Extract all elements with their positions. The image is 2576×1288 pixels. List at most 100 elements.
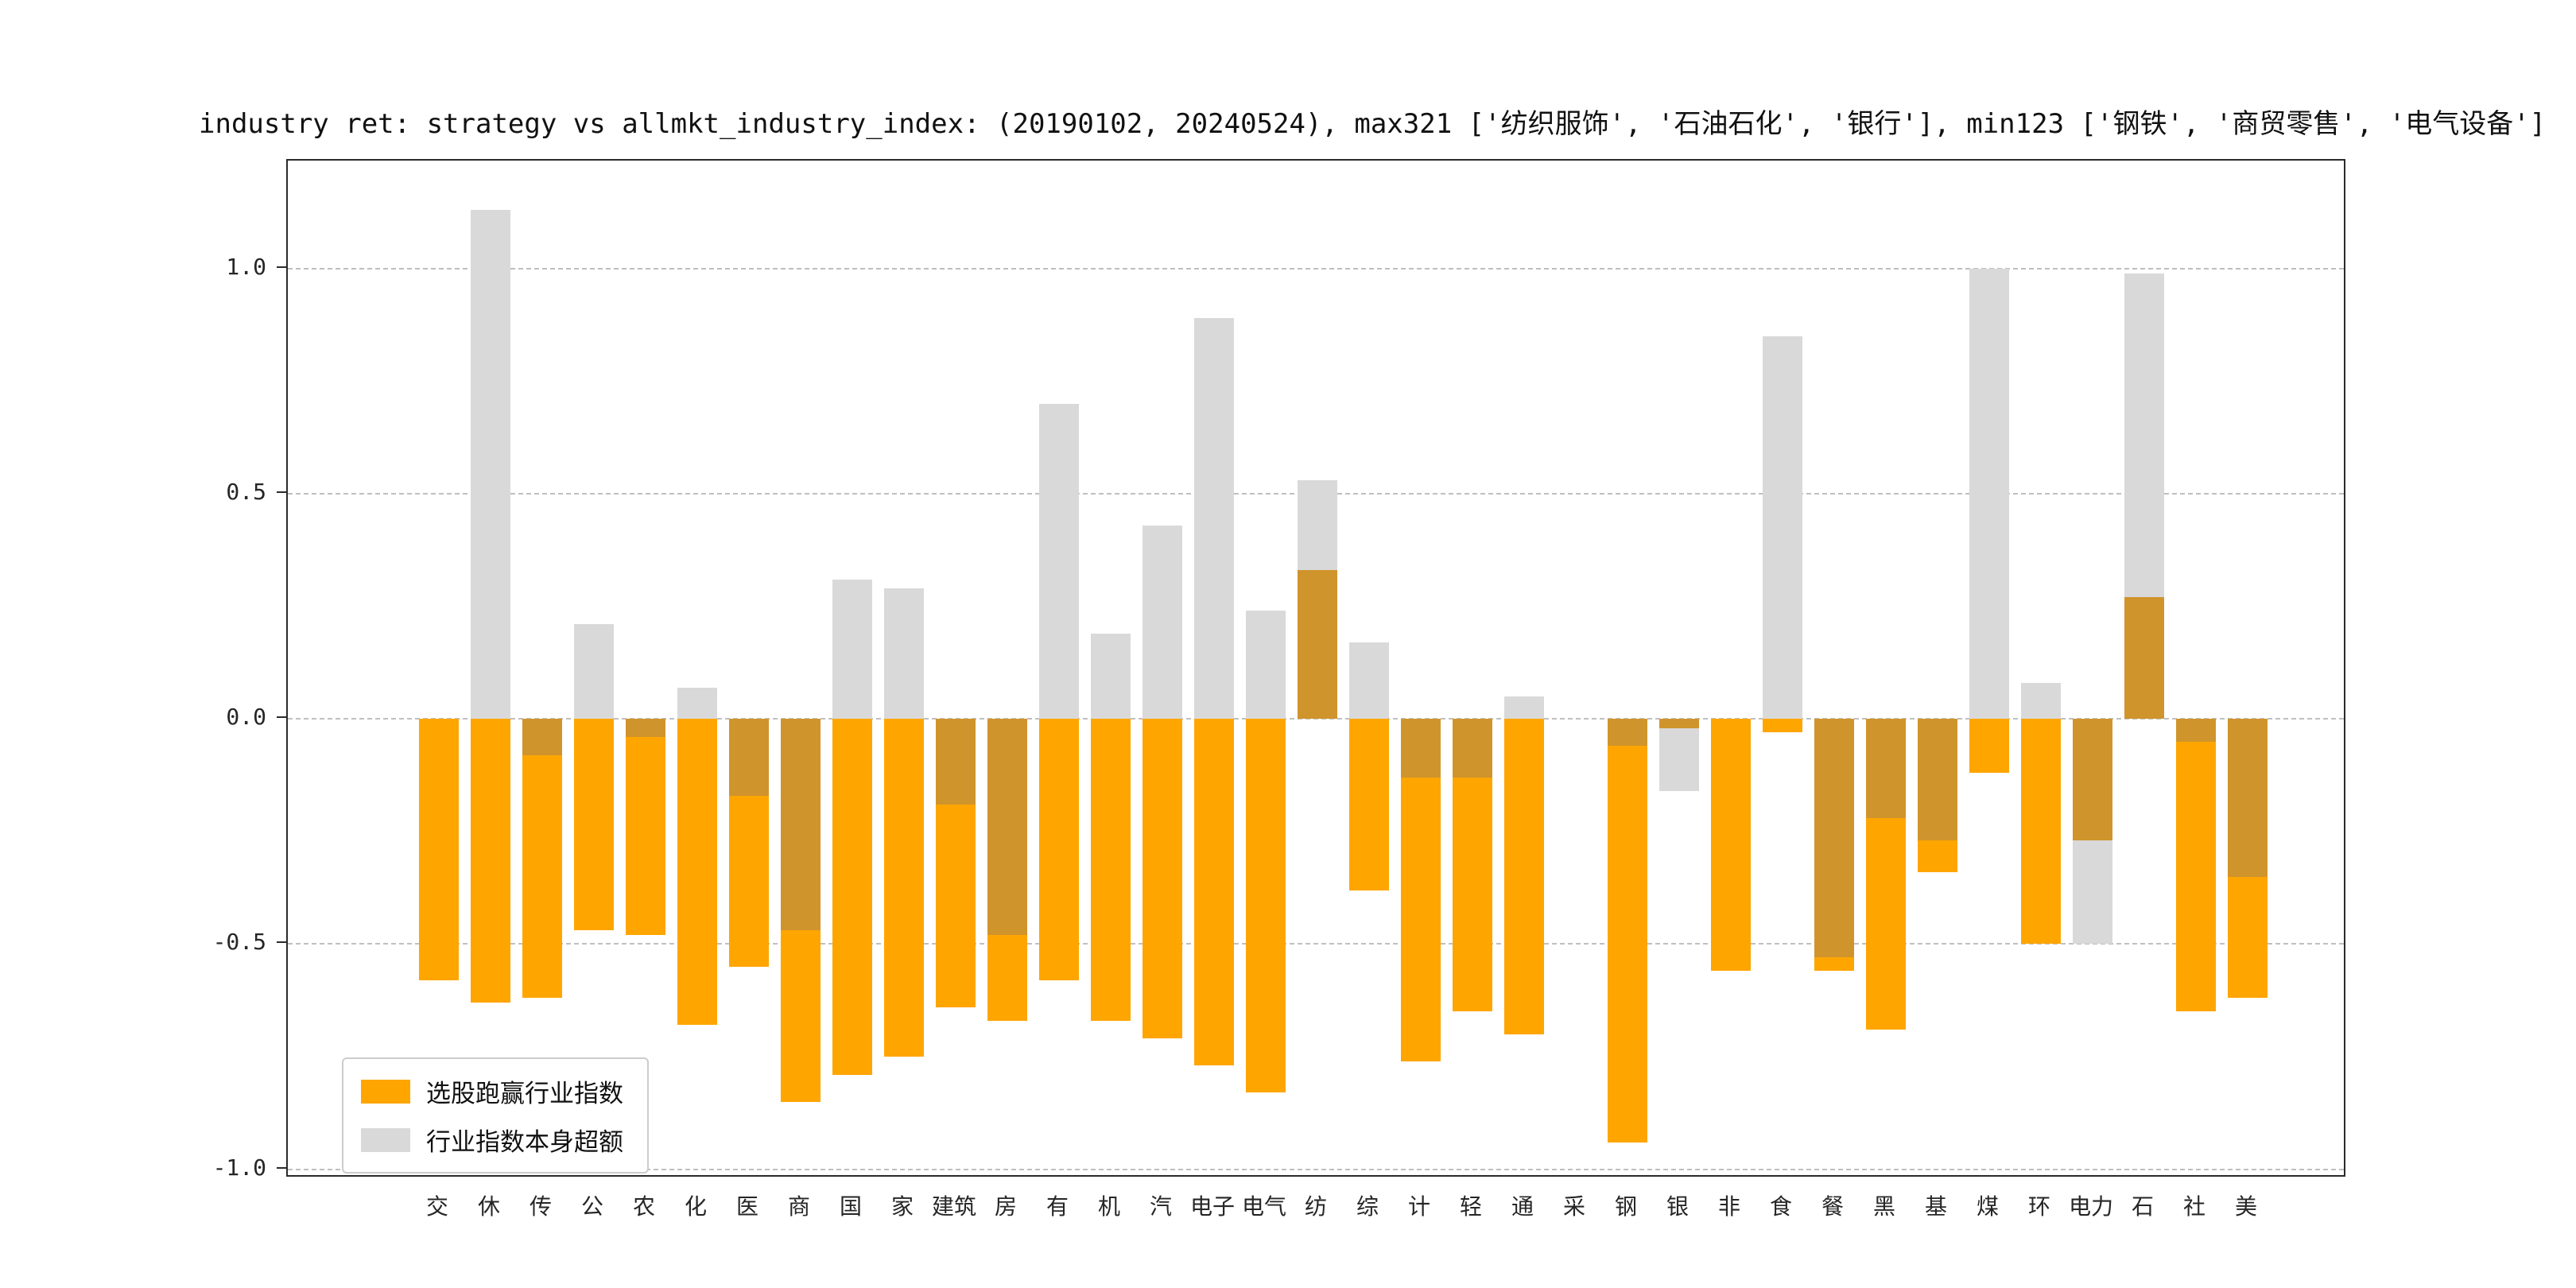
x-tick-label-商: 商 [787, 1193, 811, 1220]
y-tick-label: 0.5 [226, 479, 266, 506]
bar-index-机 [1091, 633, 1131, 720]
gridline-y-0 [288, 718, 2344, 720]
x-tick-label-银: 银 [1666, 1193, 1690, 1220]
y-tick-label: 1.0 [226, 253, 266, 280]
bar-overlap-建筑 [936, 719, 976, 805]
x-tick-label-交: 交 [425, 1193, 449, 1220]
x-tick-label-机: 机 [1097, 1193, 1121, 1220]
x-tick-label-医: 医 [735, 1193, 759, 1220]
x-tick-label-电子: 电子 [1189, 1193, 1236, 1220]
bar-strategy-钢 [1608, 746, 1647, 1143]
bar-index-电力 [2073, 840, 2112, 945]
chart-title: industry ret: strategy vs allmkt_industr… [199, 108, 2547, 140]
x-tick-label-煤: 煤 [1976, 1193, 2000, 1220]
bar-overlap-美 [2228, 719, 2268, 877]
bar-overlap-黑 [1866, 719, 1906, 818]
x-tick-label-汽: 汽 [1149, 1193, 1173, 1220]
bar-index-化 [677, 687, 717, 720]
bar-index-家 [884, 588, 924, 720]
bar-overlap-房 [987, 719, 1027, 936]
bar-strategy-煤 [1969, 719, 2009, 774]
bar-strategy-房 [987, 935, 1027, 1021]
x-tick-label-采: 采 [1562, 1193, 1586, 1220]
y-tick-label: 0.0 [226, 704, 266, 731]
bar-strategy-社 [2176, 741, 2216, 1012]
x-tick-label-餐: 餐 [1821, 1193, 1845, 1220]
bar-overlap-银 [1659, 719, 1699, 728]
legend-swatch-gray [361, 1127, 410, 1152]
bar-index-汽 [1143, 525, 1182, 720]
x-tick-label-石: 石 [2131, 1193, 2155, 1220]
x-tick-label-社: 社 [2182, 1193, 2206, 1220]
bar-overlap-轻 [1453, 719, 1492, 778]
bar-overlap-传 [522, 719, 562, 755]
gridline-y--0.5 [288, 943, 2344, 945]
bar-index-通 [1504, 696, 1544, 720]
y-tick-mark [277, 1166, 286, 1169]
bar-index-有 [1039, 403, 1079, 720]
x-tick-label-国: 国 [839, 1193, 863, 1220]
x-tick-label-计: 计 [1407, 1193, 1431, 1220]
bar-overlap-商 [781, 719, 821, 931]
y-tick-label: -0.5 [212, 929, 266, 956]
legend: 选股跑赢行业指数 行业指数本身超额 [342, 1057, 649, 1174]
y-tick-mark [277, 491, 286, 494]
bar-index-电子 [1194, 318, 1234, 720]
bar-index-国 [832, 579, 872, 720]
gridline-y-1 [288, 267, 2344, 270]
bar-overlap-医 [729, 719, 769, 796]
x-tick-label-化: 化 [684, 1193, 708, 1220]
x-tick-label-电气: 电气 [1241, 1193, 1287, 1220]
bar-index-电气 [1246, 611, 1286, 720]
bar-strategy-计 [1401, 777, 1441, 1061]
bar-strategy-环 [2021, 719, 2061, 945]
legend-label-index-excess: 行业指数本身超额 [426, 1128, 623, 1157]
bar-index-综 [1349, 642, 1389, 720]
bar-strategy-综 [1349, 719, 1389, 890]
y-tick-mark [277, 266, 286, 268]
x-tick-label-电力: 电力 [2068, 1193, 2114, 1220]
bar-strategy-国 [832, 719, 872, 1075]
x-tick-label-通: 通 [1511, 1193, 1534, 1220]
x-tick-label-综: 综 [1356, 1193, 1379, 1220]
x-tick-label-食: 食 [1769, 1193, 1793, 1220]
bar-strategy-基 [1918, 840, 1957, 872]
bar-strategy-餐 [1814, 957, 1854, 972]
legend-item-strategy: 选股跑赢行业指数 [361, 1073, 623, 1109]
bar-strategy-公 [574, 719, 614, 931]
gridline-y--1 [288, 1168, 2344, 1170]
bar-strategy-通 [1504, 719, 1544, 1034]
y-tick-label: -1.0 [212, 1154, 266, 1181]
x-tick-label-公: 公 [580, 1193, 604, 1220]
legend-swatch-orange [361, 1079, 410, 1104]
legend-label-strategy: 选股跑赢行业指数 [426, 1080, 623, 1108]
y-tick-mark [277, 941, 286, 944]
bar-index-石 [2124, 273, 2164, 598]
y-tick-mark [277, 716, 286, 719]
bar-strategy-交 [419, 719, 459, 980]
bar-strategy-非 [1711, 719, 1751, 972]
bar-overlap-纺 [1298, 570, 1337, 720]
bar-index-纺 [1298, 480, 1337, 571]
bar-overlap-农 [626, 719, 665, 737]
x-tick-label-环: 环 [2027, 1193, 2051, 1220]
bar-strategy-有 [1039, 719, 1079, 980]
bar-index-食 [1763, 336, 1802, 720]
bar-strategy-机 [1091, 719, 1131, 1021]
bar-strategy-美 [2228, 876, 2268, 999]
legend-item-index-excess: 行业指数本身超额 [361, 1122, 623, 1158]
bar-index-休 [471, 210, 510, 720]
bar-strategy-汽 [1143, 719, 1182, 1039]
x-tick-label-纺: 纺 [1304, 1193, 1328, 1220]
bar-strategy-农 [626, 736, 665, 936]
x-tick-label-传: 传 [529, 1193, 553, 1220]
x-tick-label-休: 休 [477, 1193, 501, 1220]
x-tick-label-美: 美 [2234, 1193, 2258, 1220]
bar-overlap-社 [2176, 719, 2216, 742]
bar-strategy-电气 [1246, 719, 1286, 1093]
x-tick-label-房: 房 [994, 1193, 1018, 1220]
bar-strategy-黑 [1866, 817, 1906, 1030]
bar-overlap-计 [1401, 719, 1441, 778]
x-tick-label-轻: 轻 [1459, 1193, 1483, 1220]
